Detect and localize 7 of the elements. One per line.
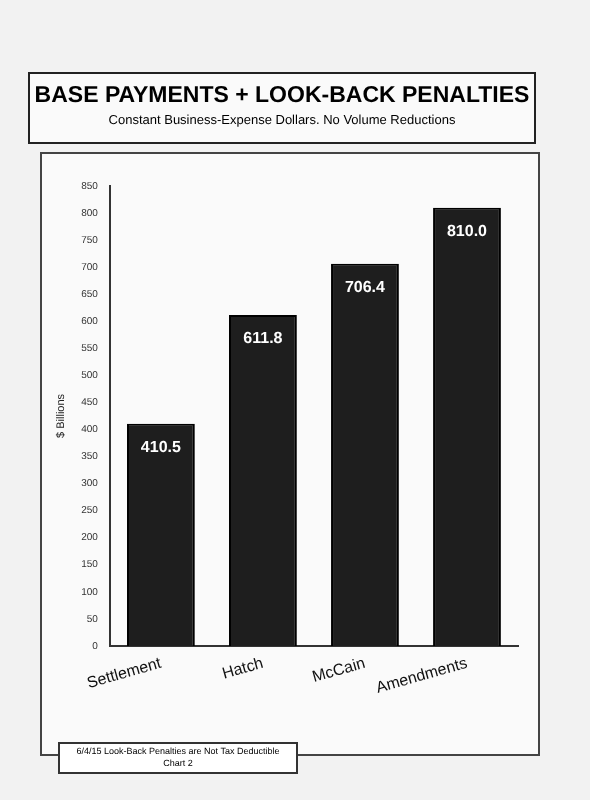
data-label: 410.5 [140,438,183,457]
data-label: 706.4 [344,278,387,297]
x-tick-label: McCain [310,653,368,686]
data-label: 810.0 [446,222,489,241]
data-label: 611.8 [243,329,284,348]
chart-title: BASE PAYMENTS + LOOK-BACK PENALTIES [32,84,532,108]
x-tick-label: Hatch [220,653,266,683]
